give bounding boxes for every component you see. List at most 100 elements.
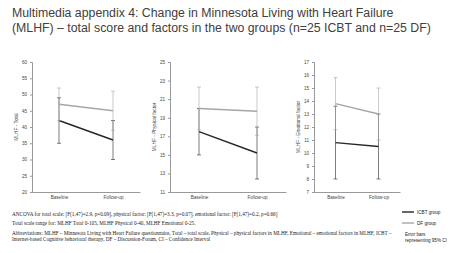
y-axis-line xyxy=(312,63,315,193)
y-tick: 19 xyxy=(160,116,170,121)
error-bar xyxy=(57,88,61,121)
error-cap xyxy=(57,88,61,89)
chart: 202530354045505560BaselineFollow-upMLHF … xyxy=(14,60,141,200)
error-cap xyxy=(111,130,115,131)
y-tick: 21 xyxy=(160,97,170,102)
error-cap xyxy=(255,135,259,136)
plot-area xyxy=(334,78,381,179)
y-tick-mark xyxy=(312,101,314,102)
y-axis-label: MLHF - Physical factor xyxy=(152,102,157,151)
error-stem xyxy=(335,78,336,130)
y-tick: 7 xyxy=(306,190,314,195)
error-bar xyxy=(377,88,381,140)
y-tick: 25 xyxy=(22,174,32,179)
y-tick: 23 xyxy=(160,79,170,84)
note: ANCOVA for total scale: [F(1,47)=2.9, p=… xyxy=(12,211,394,217)
y-tick: 9 xyxy=(306,164,314,169)
x-tick-label: Baseline xyxy=(51,195,69,200)
x-tick: Baseline xyxy=(191,192,209,200)
error-cap xyxy=(111,91,115,92)
y-tick: 14 xyxy=(304,99,314,104)
error-cap xyxy=(197,154,201,155)
y-tick: 11 xyxy=(304,138,314,143)
y-tick-mark xyxy=(312,114,314,115)
y-tick-label: 15 xyxy=(160,153,166,158)
y-tick-mark xyxy=(312,140,314,141)
error-bar xyxy=(197,87,201,130)
y-tick-label: 25 xyxy=(160,60,166,65)
y-tick-label: 21 xyxy=(160,97,166,102)
series-line xyxy=(336,104,379,114)
y-tick-label: 40 xyxy=(22,125,28,130)
y-tick-label: 60 xyxy=(22,60,28,65)
y-tick-mark xyxy=(30,192,32,193)
error-cap xyxy=(377,179,381,180)
y-tick-label: 17 xyxy=(304,60,310,65)
y-tick-mark xyxy=(30,111,32,112)
error-cap xyxy=(197,129,201,130)
series-line xyxy=(199,108,257,111)
y-axis-label: MLHF - Total xyxy=(14,113,19,140)
x-tick-label: Follow-up xyxy=(248,195,268,200)
y-tick: 17 xyxy=(160,134,170,139)
note: Total scale range for: MLHF Total 0-105,… xyxy=(12,220,394,226)
error-stem xyxy=(59,88,60,121)
x-tick: Baseline xyxy=(327,192,345,200)
y-tick: 16 xyxy=(304,73,314,78)
series-line xyxy=(59,121,113,141)
error-cap xyxy=(377,140,381,141)
legend-label: ICBT group xyxy=(417,210,441,215)
error-cap xyxy=(255,87,259,88)
y-tick-mark xyxy=(168,62,170,63)
error-cap xyxy=(377,88,381,89)
chart: 7891011121314151617BaselineFollow-upMLHF… xyxy=(296,60,401,200)
plot-area xyxy=(57,88,115,160)
x-tick-label: Baseline xyxy=(327,195,345,200)
legend-label: DF group xyxy=(417,221,437,226)
y-tick: 30 xyxy=(22,157,32,162)
x-tick-label: Baseline xyxy=(191,195,209,200)
y-axis-line xyxy=(30,63,33,193)
error-stem xyxy=(113,91,114,130)
y-tick-label: 10 xyxy=(304,151,310,156)
series-line xyxy=(336,143,379,147)
y-tick-label: 9 xyxy=(306,164,309,169)
y-tick-label: 12 xyxy=(304,125,310,130)
y-tick-label: 13 xyxy=(304,112,310,117)
y-tick-mark xyxy=(312,192,314,193)
series-line xyxy=(199,132,257,153)
x-tick-label: Follow-up xyxy=(369,195,389,200)
error-cap xyxy=(197,87,201,88)
legend: ICBT group DF group xyxy=(402,210,441,226)
y-tick: 15 xyxy=(160,153,170,158)
error-cap xyxy=(57,120,61,121)
y-tick-mark xyxy=(168,173,170,174)
y-tick-mark xyxy=(30,160,32,161)
x-axis-line xyxy=(33,192,141,193)
y-tick-label: 25 xyxy=(22,174,28,179)
y-tick-mark xyxy=(312,179,314,180)
x-tick-label: Follow-up xyxy=(104,195,124,200)
y-tick: 25 xyxy=(160,60,170,65)
y-axis: 202530354045505560 xyxy=(22,60,33,195)
error-cap xyxy=(334,77,338,78)
x-tick: Follow-up xyxy=(104,192,124,200)
y-tick-mark xyxy=(30,95,32,96)
figure: 202530354045505560BaselineFollow-upMLHF … xyxy=(0,0,450,253)
y-tick-label: 50 xyxy=(22,92,28,97)
y-tick-label: 13 xyxy=(160,171,166,176)
y-axis: 11 13 15 17 19 21 23 25 xyxy=(160,60,171,195)
x-axis: Baseline Follow-up xyxy=(315,192,401,200)
plot-area xyxy=(197,87,259,179)
y-tick-label: 20 xyxy=(22,190,28,195)
y-tick-label: 15 xyxy=(304,86,310,91)
y-tick: 11 xyxy=(160,190,170,195)
y-tick-label: 23 xyxy=(160,79,166,84)
error-cap xyxy=(111,159,115,160)
y-tick-mark xyxy=(168,155,170,156)
y-tick-mark xyxy=(312,166,314,167)
y-tick-mark xyxy=(168,118,170,119)
x-tick: Baseline xyxy=(51,192,69,200)
y-tick: 10 xyxy=(304,151,314,156)
y-tick-mark xyxy=(168,99,170,100)
